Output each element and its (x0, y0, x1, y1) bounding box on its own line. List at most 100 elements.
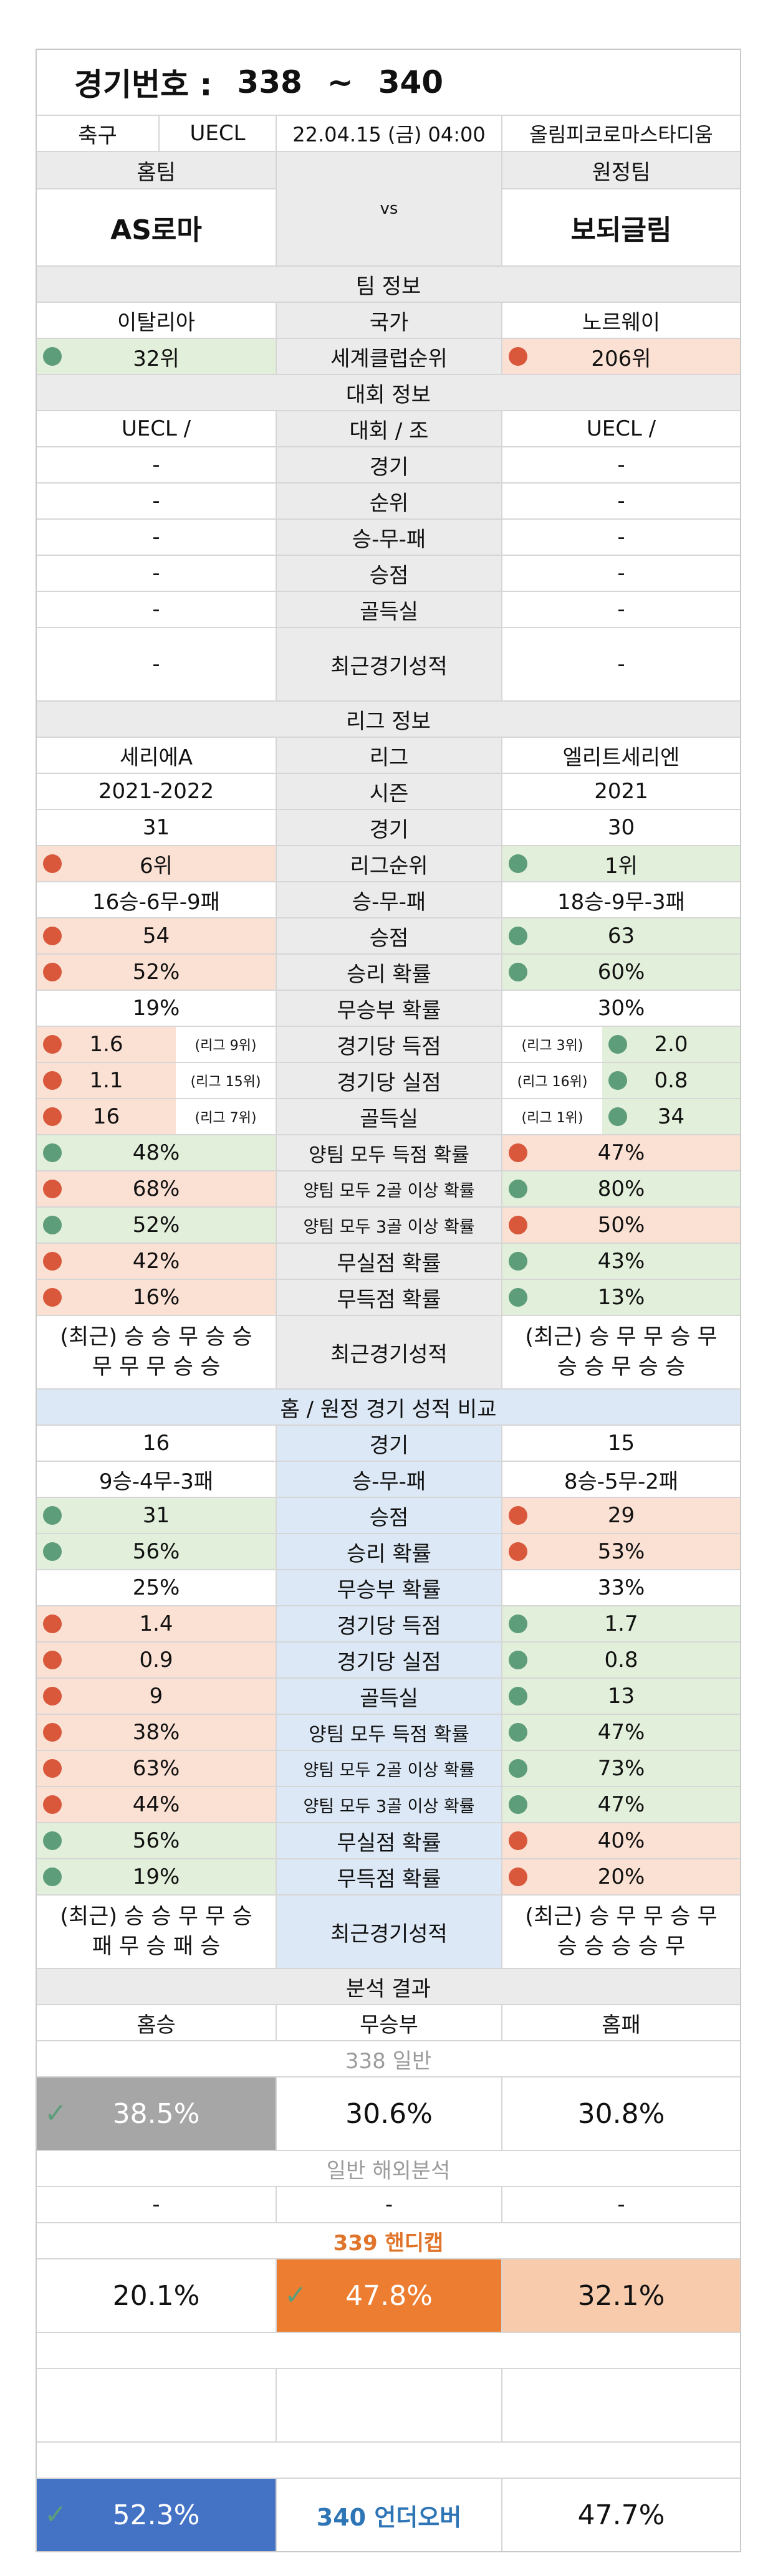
cup-row: - 골득실 - (37, 591, 740, 627)
league_info-btts3-home: 52% (132, 1213, 180, 1238)
away-team-label: 원정팀 (502, 152, 740, 188)
handicap-result-row: 20.1% ✓ 47.8% 32.1% (37, 2258, 740, 2332)
cleansheet-row: 42% 무실점 확률 43% (37, 1243, 740, 1279)
homeaway-conceded-home: 0.9 (139, 1648, 173, 1672)
team_info-rank-home: 32위 (133, 346, 180, 371)
good-indicator-dot (509, 854, 527, 873)
league_info-form-away2: 승 승 무 승 승 (557, 1355, 686, 1380)
league_info-points-away: 63 (607, 923, 635, 948)
ha-games-row: 16 경기 15 (37, 1424, 740, 1461)
homeaway-wdl-away: 8승-5무-2패 (564, 1469, 679, 1494)
league_info-btts-label: 양팀 모두 득점 확률 (276, 1135, 502, 1170)
bad-indicator-dot (43, 1107, 62, 1126)
analysis-overseas-away: - (617, 2192, 625, 2217)
homeaway-winrate-label: 승리 확률 (276, 1534, 502, 1569)
good-indicator-dot (608, 1071, 627, 1090)
cup_info-rows-0-home: UECL / (121, 416, 191, 441)
season-row: 2021-2022 시즌 2021 (37, 773, 740, 809)
league_info-season-away: 2021 (594, 779, 648, 804)
handicap-away-pct: 32.1% (502, 2259, 740, 2332)
bad-indicator-dot (509, 1542, 527, 1561)
general-home-pct: ✓ 38.5% (37, 2077, 276, 2150)
homeaway-btts-away: 47% (597, 1720, 645, 1745)
homeaway-form-away1: (최근) 승 무 무 승 무 (525, 1904, 718, 1929)
good-indicator-dot (509, 1615, 527, 1633)
match-number-to: 340 (378, 64, 444, 100)
col-home-win: 홈승 (137, 2012, 176, 2038)
btts2-row: 68% 양팀 모두 2골 이상 확률 80% (37, 1170, 740, 1206)
bad-indicator-dot (43, 963, 62, 981)
home-world-rank: 32위 (37, 339, 276, 374)
homeaway-drawrate-label: 무승부 확률 (276, 1570, 502, 1605)
analysis-handicap-draw: 47.8% (345, 2279, 433, 2312)
bad-indicator-dot (43, 1252, 62, 1271)
good-indicator-dot (509, 1252, 527, 1271)
homeaway-conceded-away: 0.8 (604, 1648, 638, 1672)
league_info-winrate-away: 60% (597, 960, 645, 985)
league_info-wdl-label: 승-무-패 (276, 882, 502, 917)
team_info-rank-away: 206위 (591, 346, 651, 371)
good-indicator-dot (43, 1831, 62, 1850)
winrate-row: 52% 승리 확률 60% (37, 953, 740, 990)
page-title: 경기번호 : 338 ~ 340 (37, 50, 740, 115)
team-info-title: 팀 정보 (37, 267, 740, 302)
country-label: 국가 (276, 303, 502, 338)
bad-indicator-dot (43, 1795, 62, 1814)
bad-indicator-dot (509, 1868, 527, 1886)
homeaway-form-label: 최근경기성적 (276, 1896, 502, 1968)
col-home-loss: 홈패 (602, 2012, 641, 2038)
good-indicator-dot (43, 1868, 62, 1886)
cup_info-rows-0-label: 대회 / 조 (276, 411, 502, 446)
spacer-row (37, 2441, 740, 2478)
league_info-rank-home: 6위 (140, 853, 173, 879)
ha-scored-row: 1.4 경기당 득점 1.7 (37, 1605, 740, 1641)
league_info-form-home2: 무 무 무 승 승 (92, 1355, 221, 1380)
league_info-goaldiff-home_note: (리그 7위) (176, 1099, 276, 1134)
league_info-wdl-home: 16승-6무-9패 (92, 889, 220, 915)
world-rank-label: 세계클럽순위 (276, 339, 502, 374)
cup-row: - 최근경기성적 - (37, 627, 740, 700)
home-country: 이탈리아 (117, 310, 196, 335)
league-row: 세리에A 리그 엘리트세리엔 (37, 737, 740, 773)
homeaway-wdl-home: 9승-4무-3패 (98, 1469, 214, 1494)
cup-info-title: 대회 정보 (37, 375, 740, 410)
cup_info-rows-5-label: 골득실 (276, 592, 502, 627)
league_info-btts3-label: 양팀 모두 3골 이상 확률 (276, 1208, 502, 1243)
league_info-games-label: 경기 (276, 810, 502, 845)
cup-row: - 승-무-패 - (37, 518, 740, 555)
good-indicator-dot (43, 1143, 62, 1162)
homeaway-games-label: 경기 (276, 1426, 502, 1461)
wdl-row: 16승-6무-9패 승-무-패 18승-9무-3패 (37, 881, 740, 917)
league_info-btts-home: 48% (132, 1140, 180, 1165)
cup-row: - 경기 - (37, 446, 740, 482)
league_info-rank-label: 리그순위 (276, 846, 502, 881)
league_info-season-home: 2021-2022 (98, 779, 214, 804)
homeaway-games-away: 15 (607, 1431, 635, 1456)
good-indicator-dot (509, 963, 527, 981)
match-analysis-table: 경기번호 : 338 ~ 340 축구 UECL 22.04.15 (금) 04… (36, 49, 741, 2552)
away-team-name: 보되글림 (502, 188, 740, 265)
bad-indicator-dot (43, 1035, 62, 1054)
cup_info-rows-1-home: - (152, 452, 160, 477)
good-indicator-dot (43, 347, 62, 366)
points-row: 54 승점 63 (37, 917, 740, 953)
cup_info-rows-2-away: - (617, 489, 625, 513)
homeaway-goaldiff-label: 골득실 (276, 1679, 502, 1714)
league_info-goaldiff-away_note: (리그 1위) (502, 1099, 602, 1134)
cup_info-rows-4-away: - (617, 561, 625, 586)
bad-indicator-dot (43, 854, 62, 873)
world-rank-row: 32위 세계클럽순위 206위 (37, 338, 740, 374)
homeaway-btts3-home: 44% (132, 1792, 180, 1817)
under-pct: ✓ 52.3% (37, 2479, 276, 2551)
league_info-form-home1: (최근) 승 승 무 승 승 (60, 1325, 252, 1350)
general-result-row: ✓ 38.5% 30.6% 30.8% (37, 2076, 740, 2150)
homeaway-noscore-away: 20% (597, 1864, 645, 1889)
homeaway-drawrate-away: 33% (597, 1575, 645, 1600)
bad-indicator-dot (43, 1288, 62, 1307)
league_info-scored-label: 경기당 득점 (276, 1027, 502, 1062)
cup_info-rows-1-label: 경기 (276, 447, 502, 482)
analysis-title: 분석 결과 (37, 1969, 740, 2004)
league-rank-row: 6위 리그순위 1위 (37, 845, 740, 881)
homeaway-winrate-home: 56% (132, 1539, 180, 1564)
